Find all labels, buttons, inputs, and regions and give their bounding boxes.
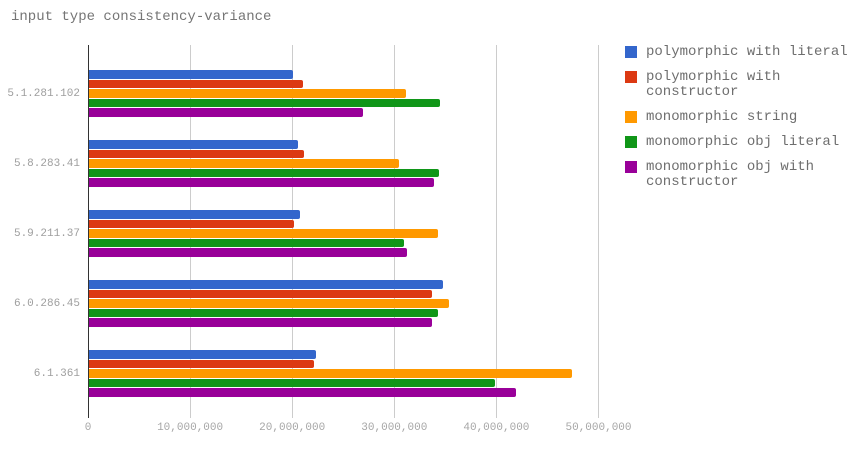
gridline [496,45,497,418]
legend-item-label: monomorphic string [646,109,798,125]
gridline [598,45,599,418]
bar[interactable] [89,140,298,149]
category-label: 5.1.281.102 [7,87,80,100]
legend-swatch-icon [625,46,637,58]
bar[interactable] [89,369,572,378]
legend-swatch-icon [625,161,637,173]
legend-item: monomorphic obj with constructor [625,160,851,190]
bar[interactable] [89,178,434,187]
bar[interactable] [89,359,314,369]
legend-item: monomorphic string [625,110,851,125]
category-label: 5.9.211.37 [13,227,80,240]
x-tick-label: 0 [84,422,92,434]
bar[interactable] [89,248,407,257]
category-label: 6.0.286.45 [13,297,80,310]
legend-item: monomorphic obj literal [625,135,851,150]
bar[interactable] [89,388,516,397]
legend-swatch-icon [625,111,637,123]
bar[interactable] [89,289,432,299]
chart-title: input type consistency-variance [11,9,272,25]
bar[interactable] [89,308,438,318]
x-tick-label: 30,000,000 [361,422,428,434]
axis-baseline [88,45,89,418]
legend: polymorphic with literal polymorphic with… [625,45,851,190]
x-tick-label: 20,000,000 [259,422,326,434]
plot-area [88,45,653,418]
bar[interactable] [89,159,399,168]
legend-item-label: polymorphic with constructor [646,69,781,100]
bar[interactable] [89,108,363,117]
bar[interactable] [89,238,404,248]
legend-item-label: polymorphic with literal [646,44,848,60]
bar[interactable] [89,318,432,327]
bar[interactable] [89,229,438,238]
bar[interactable] [89,168,439,178]
legend-item: polymorphic with literal [625,45,851,60]
legend-item: polymorphic with constructor [625,70,851,100]
bar[interactable] [89,219,294,229]
legend-item-label: monomorphic obj with constructor [646,159,815,190]
x-tick-label: 50,000,000 [565,422,632,434]
bar[interactable] [89,378,495,388]
legend-item-label: monomorphic obj literal [646,134,840,150]
bar[interactable] [89,299,449,308]
bar[interactable] [89,210,300,219]
bar[interactable] [89,149,304,159]
bar[interactable] [89,98,440,108]
bar[interactable] [89,79,303,89]
legend-swatch-icon [625,71,637,83]
bar[interactable] [89,350,316,359]
bar[interactable] [89,89,406,98]
x-tick-label: 10,000,000 [157,422,224,434]
legend-swatch-icon [625,136,637,148]
category-label: 6.1.361 [33,367,80,380]
x-tick-label: 40,000,000 [463,422,530,434]
bar[interactable] [89,70,293,79]
bar[interactable] [89,280,443,289]
category-label: 5.8.283.41 [13,157,80,170]
